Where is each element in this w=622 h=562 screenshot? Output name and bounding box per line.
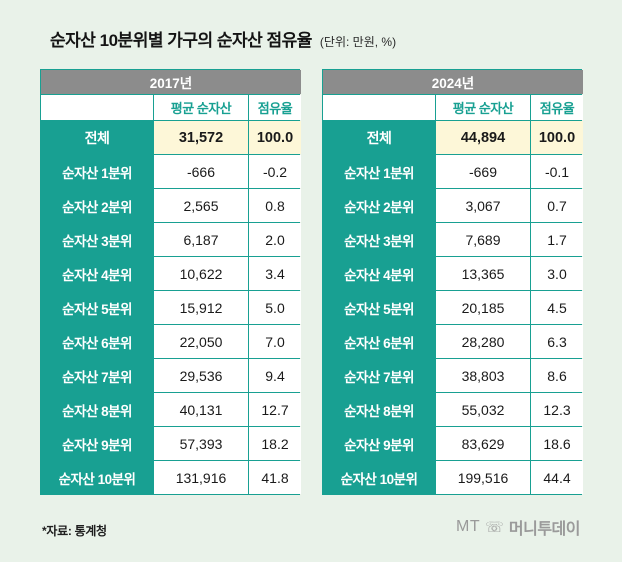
avg-value: 13,365 [436, 257, 530, 290]
share-value: -0.2 [249, 155, 301, 188]
year-header-2024: 2024년 [323, 70, 583, 94]
avg-value: 20,185 [436, 291, 530, 324]
column-header-avg: 평균 순자산 [154, 95, 248, 120]
row-label: 순자산 8분위 [41, 393, 153, 426]
row-label: 순자산 6분위 [323, 325, 435, 358]
phone-icon: ☏ [485, 518, 504, 536]
share-value: 2.0 [249, 223, 301, 256]
page-title: 순자산 10분위별 가구의 순자산 점유율 [50, 31, 312, 50]
share-value: 8.6 [531, 359, 583, 392]
share-value: 100.0 [249, 121, 301, 154]
share-value: 4.5 [531, 291, 583, 324]
avg-value: 83,629 [436, 427, 530, 460]
avg-value: 15,912 [154, 291, 248, 324]
year-header-2017: 2017년 [41, 70, 301, 94]
share-value: 18.2 [249, 427, 301, 460]
avg-value: 31,572 [154, 121, 248, 154]
share-value: 12.7 [249, 393, 301, 426]
row-label: 순자산 1분위 [323, 155, 435, 188]
avg-value: 2,565 [154, 189, 248, 222]
column-header-avg: 평균 순자산 [436, 95, 530, 120]
row-label: 순자산 4분위 [41, 257, 153, 290]
table-2017: 2017년 평균 순자산 점유율 전체 31,572 100.0 순자산 1분위… [40, 69, 301, 495]
row-label: 순자산 6분위 [41, 325, 153, 358]
row-label: 순자산 7분위 [323, 359, 435, 392]
share-value: 44.4 [531, 461, 583, 494]
avg-value: 22,050 [154, 325, 248, 358]
row-label: 순자산 3분위 [323, 223, 435, 256]
footer: *자료: 통계청 MT ☏ 머니투데이 [40, 515, 582, 539]
row-label: 순자산 7분위 [41, 359, 153, 392]
table-grid-2024: 2024년 평균 순자산 점유율 전체 44,894 100.0 순자산 1분위… [322, 69, 583, 495]
avg-value: -666 [154, 155, 248, 188]
share-value: 5.0 [249, 291, 301, 324]
avg-value: -669 [436, 155, 530, 188]
title-row: 순자산 10분위별 가구의 순자산 점유율 (단위: 만원, %) [40, 26, 582, 51]
share-value: 100.0 [531, 121, 583, 154]
avg-value: 44,894 [436, 121, 530, 154]
avg-value: 7,689 [436, 223, 530, 256]
share-value: 0.8 [249, 189, 301, 222]
share-value: 41.8 [249, 461, 301, 494]
share-value: 18.6 [531, 427, 583, 460]
row-label: 순자산 9분위 [323, 427, 435, 460]
unit-label: (단위: 만원, %) [319, 35, 397, 49]
column-header-share: 점유율 [531, 95, 583, 120]
avg-value: 40,131 [154, 393, 248, 426]
share-value: 12.3 [531, 393, 583, 426]
row-label: 순자산 1분위 [41, 155, 153, 188]
table-2024: 2024년 평균 순자산 점유율 전체 44,894 100.0 순자산 1분위… [322, 69, 583, 495]
row-label: 전체 [323, 121, 435, 154]
logo-mt-text: MT [456, 518, 481, 535]
row-label: 순자산 10분위 [41, 461, 153, 494]
row-label: 순자산 9분위 [41, 427, 153, 460]
row-label: 순자산 10분위 [323, 461, 435, 494]
avg-value: 131,916 [154, 461, 248, 494]
share-value: 3.4 [249, 257, 301, 290]
share-value: -0.1 [531, 155, 583, 188]
avg-value: 38,803 [436, 359, 530, 392]
row-label: 순자산 2분위 [41, 189, 153, 222]
row-label: 순자산 4분위 [323, 257, 435, 290]
row-label: 순자산 5분위 [323, 291, 435, 324]
share-value: 1.7 [531, 223, 583, 256]
row-label: 순자산 5분위 [41, 291, 153, 324]
avg-value: 6,187 [154, 223, 248, 256]
table-grid-2017: 2017년 평균 순자산 점유율 전체 31,572 100.0 순자산 1분위… [40, 69, 301, 495]
share-value: 0.7 [531, 189, 583, 222]
tables-container: 2017년 평균 순자산 점유율 전체 31,572 100.0 순자산 1분위… [40, 69, 583, 495]
share-value: 9.4 [249, 359, 301, 392]
avg-value: 29,536 [154, 359, 248, 392]
avg-value: 28,280 [436, 325, 530, 358]
share-value: 7.0 [249, 325, 301, 358]
avg-value: 3,067 [436, 189, 530, 222]
avg-value: 55,032 [436, 393, 530, 426]
share-value: 6.3 [531, 325, 583, 358]
share-value: 3.0 [531, 257, 583, 290]
row-label: 순자산 8분위 [323, 393, 435, 426]
logo-brand-text: 머니투데이 [508, 521, 581, 538]
subheader-empty [323, 95, 435, 120]
avg-value: 57,393 [154, 427, 248, 460]
source-footnote: *자료: 통계청 [42, 524, 107, 538]
row-label: 전체 [41, 121, 153, 154]
column-header-share: 점유율 [249, 95, 301, 120]
row-label: 순자산 2분위 [323, 189, 435, 222]
subheader-empty [41, 95, 153, 120]
moneytoday-logo: MT ☏ 머니투데이 [456, 515, 580, 539]
row-label: 순자산 3분위 [41, 223, 153, 256]
avg-value: 10,622 [154, 257, 248, 290]
avg-value: 199,516 [436, 461, 530, 494]
